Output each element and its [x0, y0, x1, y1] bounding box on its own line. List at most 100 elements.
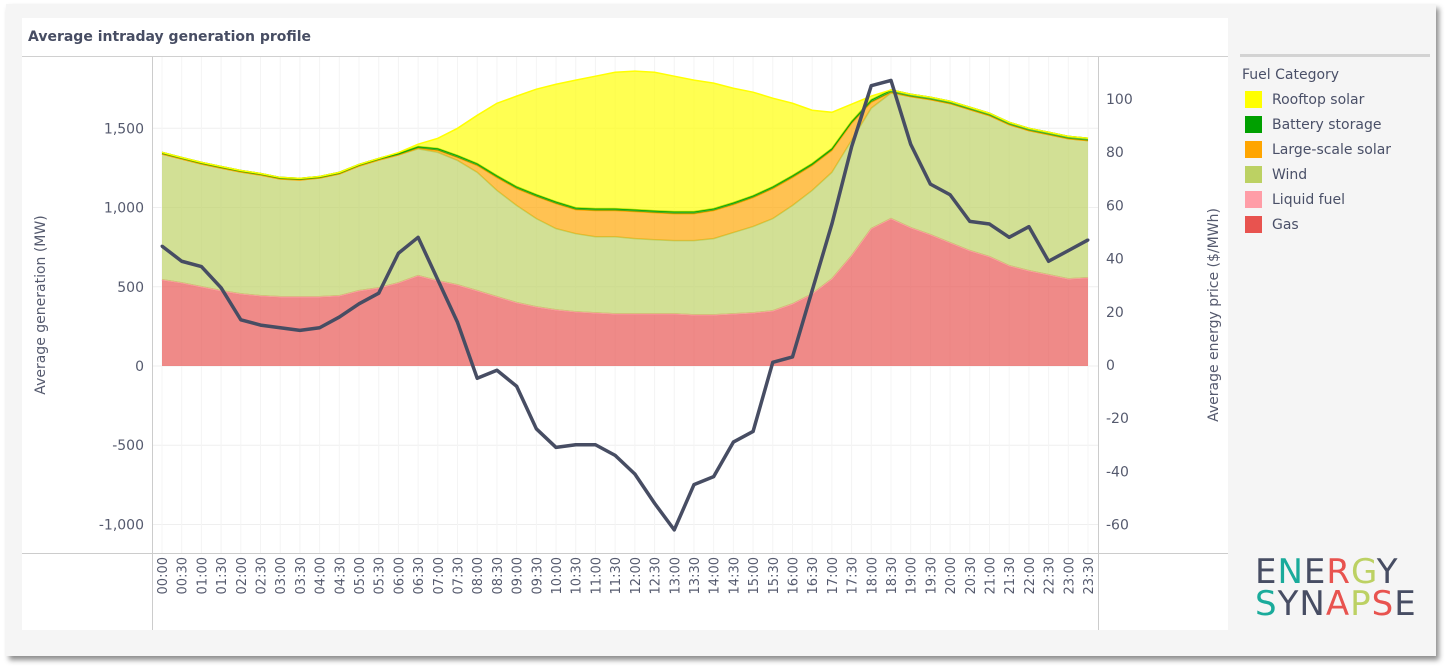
price-point [199, 265, 203, 269]
price-point [456, 320, 460, 324]
price-point [436, 278, 440, 282]
legend-swatch [1245, 166, 1262, 183]
price-point [810, 289, 814, 293]
x-tick-label: 10:00 [550, 557, 565, 594]
x-tick-label: 08:30 [491, 557, 506, 594]
x-tick-label: 05:00 [353, 557, 368, 594]
legend-label: Large-scale solar [1272, 141, 1392, 158]
price-point [731, 440, 735, 444]
legend-item[interactable]: Liquid fuel [1240, 187, 1430, 212]
x-tick-label: 13:30 [688, 557, 703, 594]
legend-item[interactable]: Gas [1240, 212, 1430, 237]
x-tick-label: 00:30 [176, 557, 191, 594]
x-tick-label: 18:30 [885, 557, 900, 594]
x-tick-label: 04:30 [333, 557, 348, 594]
price-point [1047, 259, 1051, 263]
price-point [219, 286, 223, 290]
legend-item[interactable]: Large-scale solar [1240, 137, 1430, 162]
y2-tick-label: 0 [1106, 358, 1115, 374]
legend-item[interactable]: Rooftop solar [1240, 87, 1430, 112]
price-point [869, 84, 873, 88]
price-point [259, 323, 263, 327]
x-tick-label: 22:30 [1043, 557, 1058, 594]
x-tick-label: 21:00 [983, 557, 998, 594]
x-tick-label: 04:00 [314, 557, 329, 594]
price-point [574, 443, 578, 447]
legend-swatch [1245, 141, 1262, 158]
legend-label: Wind [1272, 166, 1308, 183]
y-tick-label: 1,000 [104, 201, 144, 217]
price-point [633, 472, 637, 476]
y2-tick-label: 20 [1106, 305, 1124, 321]
y2-tick-label: 100 [1106, 92, 1133, 108]
price-point [298, 328, 302, 332]
price-point [396, 251, 400, 255]
x-tick-label: 11:00 [589, 557, 604, 594]
price-point [337, 315, 341, 319]
x-tick-label: 15:30 [767, 557, 782, 594]
price-point [1027, 225, 1031, 229]
x-tick-label: 07:30 [452, 557, 467, 594]
x-tick-label: 14:30 [727, 557, 742, 594]
x-tick-label: 09:00 [511, 557, 526, 594]
y2-tick-label: 60 [1106, 198, 1124, 214]
x-tick-label: 16:30 [806, 557, 821, 594]
price-point [850, 145, 854, 149]
x-tick-label: 00:00 [156, 557, 171, 594]
y-tick-label: -500 [112, 438, 144, 454]
legend-item[interactable]: Wind [1240, 162, 1430, 187]
x-tick-label: 18:00 [865, 557, 880, 594]
x-tick-label: 06:30 [412, 557, 427, 594]
price-point [495, 368, 499, 372]
y2-tick-label: -40 [1106, 464, 1129, 480]
y2-axis-title: Average energy price ($/MWh) [1206, 208, 1222, 422]
axes: -1,000 -500 0 500 1,000 1,500 -60 -40 -20 0 20 40 60… [22, 57, 1228, 630]
area-edge-rooftop-solar [161, 70, 1089, 180]
legend-title: Fuel Category [1242, 67, 1340, 83]
x-tick-label: 03:30 [294, 557, 309, 594]
x-tick-label: 21:30 [1003, 557, 1018, 594]
price-point [593, 443, 597, 447]
y-tick-label: 1,500 [104, 121, 144, 137]
x-tick-label: 10:30 [570, 557, 585, 594]
price-point [830, 222, 834, 226]
price-point [889, 78, 893, 82]
price-point [987, 222, 991, 226]
y2-tick-label: 40 [1106, 252, 1124, 268]
x-tick-label: 06:00 [392, 557, 407, 594]
x-tick-label: 05:30 [373, 557, 388, 594]
x-tick-label: 19:00 [905, 557, 920, 594]
x-tick-label: 23:00 [1062, 557, 1077, 594]
price-line [160, 78, 1089, 532]
legend-swatch [1245, 216, 1262, 233]
price-point [515, 384, 519, 388]
x-tick-label: 11:30 [609, 557, 624, 594]
x-tick-label: 19:30 [924, 557, 939, 594]
energy-synapse-logo: ENERGY SYNAPSE [1255, 552, 1417, 621]
price-point [712, 475, 716, 479]
x-tick-label: 22:00 [1023, 557, 1038, 594]
price-point [180, 259, 184, 263]
x-tick-label: 17:30 [846, 557, 861, 594]
price-point [160, 244, 164, 248]
legend-label: Liquid fuel [1272, 191, 1345, 208]
price-point [909, 142, 913, 146]
y2-tick-label: -60 [1106, 518, 1129, 534]
x-tick-label: 12:00 [629, 557, 644, 594]
x-tick-label: 16:00 [786, 557, 801, 594]
x-tick-label: 07:00 [432, 557, 447, 594]
legend: Fuel Category Rooftop solar Battery stora… [1240, 54, 1430, 237]
price-point [1066, 249, 1070, 253]
x-tick-label: 01:30 [215, 557, 230, 594]
x-tick-label: 14:00 [708, 557, 723, 594]
y2-tick-label: -20 [1106, 411, 1129, 427]
y-tick-label: -1,000 [99, 517, 144, 533]
logo-line-1: ENERGY [1255, 552, 1399, 592]
x-tick-label: 20:00 [944, 557, 959, 594]
price-point [318, 326, 322, 330]
price-point [534, 427, 538, 431]
legend-item[interactable]: Battery storage [1240, 112, 1430, 137]
price-point [377, 291, 381, 295]
price-point [278, 326, 282, 330]
